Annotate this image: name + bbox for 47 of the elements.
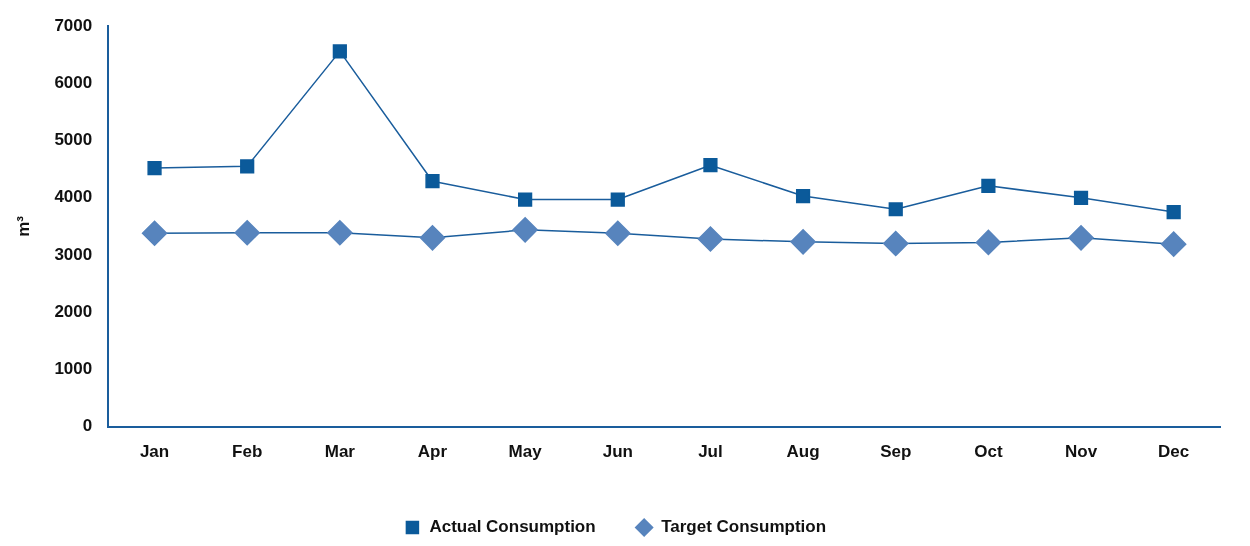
y-tick-label: 2000 — [54, 301, 93, 321]
y-tick-label: 1000 — [54, 359, 93, 379]
x-tick-label: Mar — [324, 442, 356, 462]
x-tick-label: Dec — [1158, 442, 1190, 462]
point — [419, 225, 446, 251]
point — [240, 159, 255, 174]
x-tick-label: Feb — [232, 442, 263, 462]
y-tick-label: 5000 — [54, 130, 93, 150]
point — [981, 178, 996, 193]
legend-label: Actual Consumption — [429, 517, 596, 537]
point — [425, 174, 440, 189]
point — [147, 160, 162, 176]
point — [141, 220, 168, 247]
point — [234, 219, 260, 246]
point — [512, 217, 538, 243]
point — [610, 192, 625, 207]
point — [697, 226, 724, 252]
y-tick-label: 6000 — [54, 73, 93, 93]
point — [1073, 190, 1089, 205]
point — [795, 188, 811, 204]
point — [1160, 231, 1187, 257]
point — [1068, 225, 1094, 251]
point — [1166, 204, 1181, 220]
y-axis-title: m³ — [13, 215, 33, 237]
point — [518, 192, 533, 207]
x-tick-label: Nov — [1064, 442, 1098, 462]
point — [332, 44, 347, 59]
point — [327, 219, 353, 246]
point — [975, 229, 1002, 256]
x-tick-label: Jul — [698, 442, 723, 462]
point — [703, 158, 718, 173]
point — [888, 202, 903, 217]
x-tick-label: Sep — [880, 442, 912, 462]
point — [605, 220, 631, 247]
x-tick-label: Apr — [417, 442, 448, 462]
point — [882, 230, 909, 257]
y-tick-label: 3000 — [54, 244, 93, 264]
y-tick-label: 7000 — [54, 15, 93, 35]
y-tick-label: 4000 — [54, 187, 93, 207]
x-tick-label: Jan — [139, 442, 170, 462]
legend-label: Target Consumption — [661, 517, 827, 537]
x-tick-label: Oct — [974, 442, 1003, 462]
x-tick-label: May — [508, 442, 543, 462]
x-tick-label: Aug — [786, 442, 820, 462]
x-tick-label: Jun — [602, 442, 633, 462]
y-tick-label: 0 — [82, 416, 93, 436]
point — [790, 229, 816, 255]
